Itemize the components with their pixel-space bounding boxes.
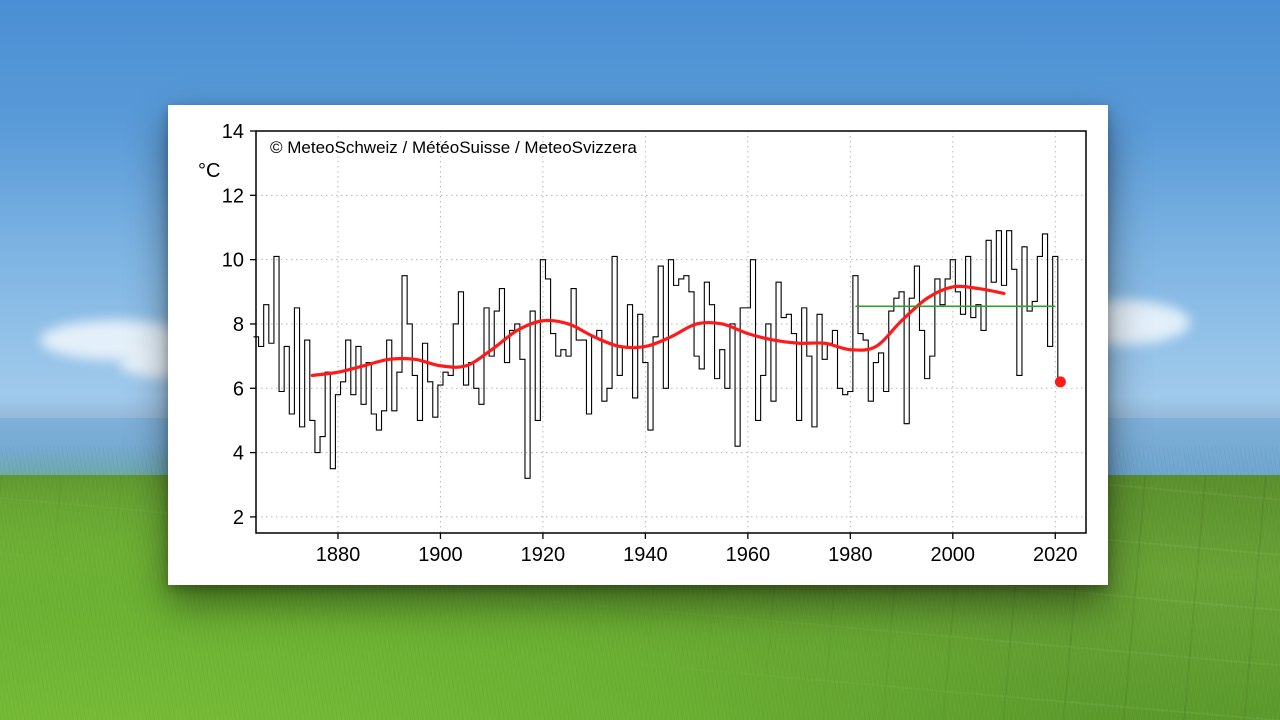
svg-text:4: 4	[233, 443, 244, 465]
svg-text:1880: 1880	[316, 544, 361, 566]
svg-text:1900: 1900	[418, 544, 463, 566]
svg-text:1960: 1960	[726, 544, 771, 566]
svg-text:1940: 1940	[623, 544, 668, 566]
svg-text:1920: 1920	[521, 544, 566, 566]
temperature-chart: 1880 1900 1920 1940 1960 1980 2000 2020 2 4 6 8 10 12…	[168, 105, 1108, 585]
svg-text:8: 8	[233, 314, 244, 336]
svg-text:6: 6	[233, 378, 244, 400]
svg-text:10: 10	[222, 250, 244, 272]
svg-text:2: 2	[233, 507, 244, 529]
svg-text:1980: 1980	[828, 544, 873, 566]
temperature-chart-card: 1880 1900 1920 1940 1960 1980 2000 2020 2 4 6 8 10 12…	[168, 105, 1108, 585]
svg-text:2000: 2000	[931, 544, 976, 566]
svg-text:2020: 2020	[1033, 544, 1078, 566]
svg-text:14: 14	[222, 121, 244, 143]
svg-text:© MeteoSchweiz / MétéoSuisse /: © MeteoSchweiz / MétéoSuisse / MeteoSviz…	[270, 138, 637, 157]
svg-text:12: 12	[222, 185, 244, 207]
svg-text:°C: °C	[198, 160, 220, 182]
